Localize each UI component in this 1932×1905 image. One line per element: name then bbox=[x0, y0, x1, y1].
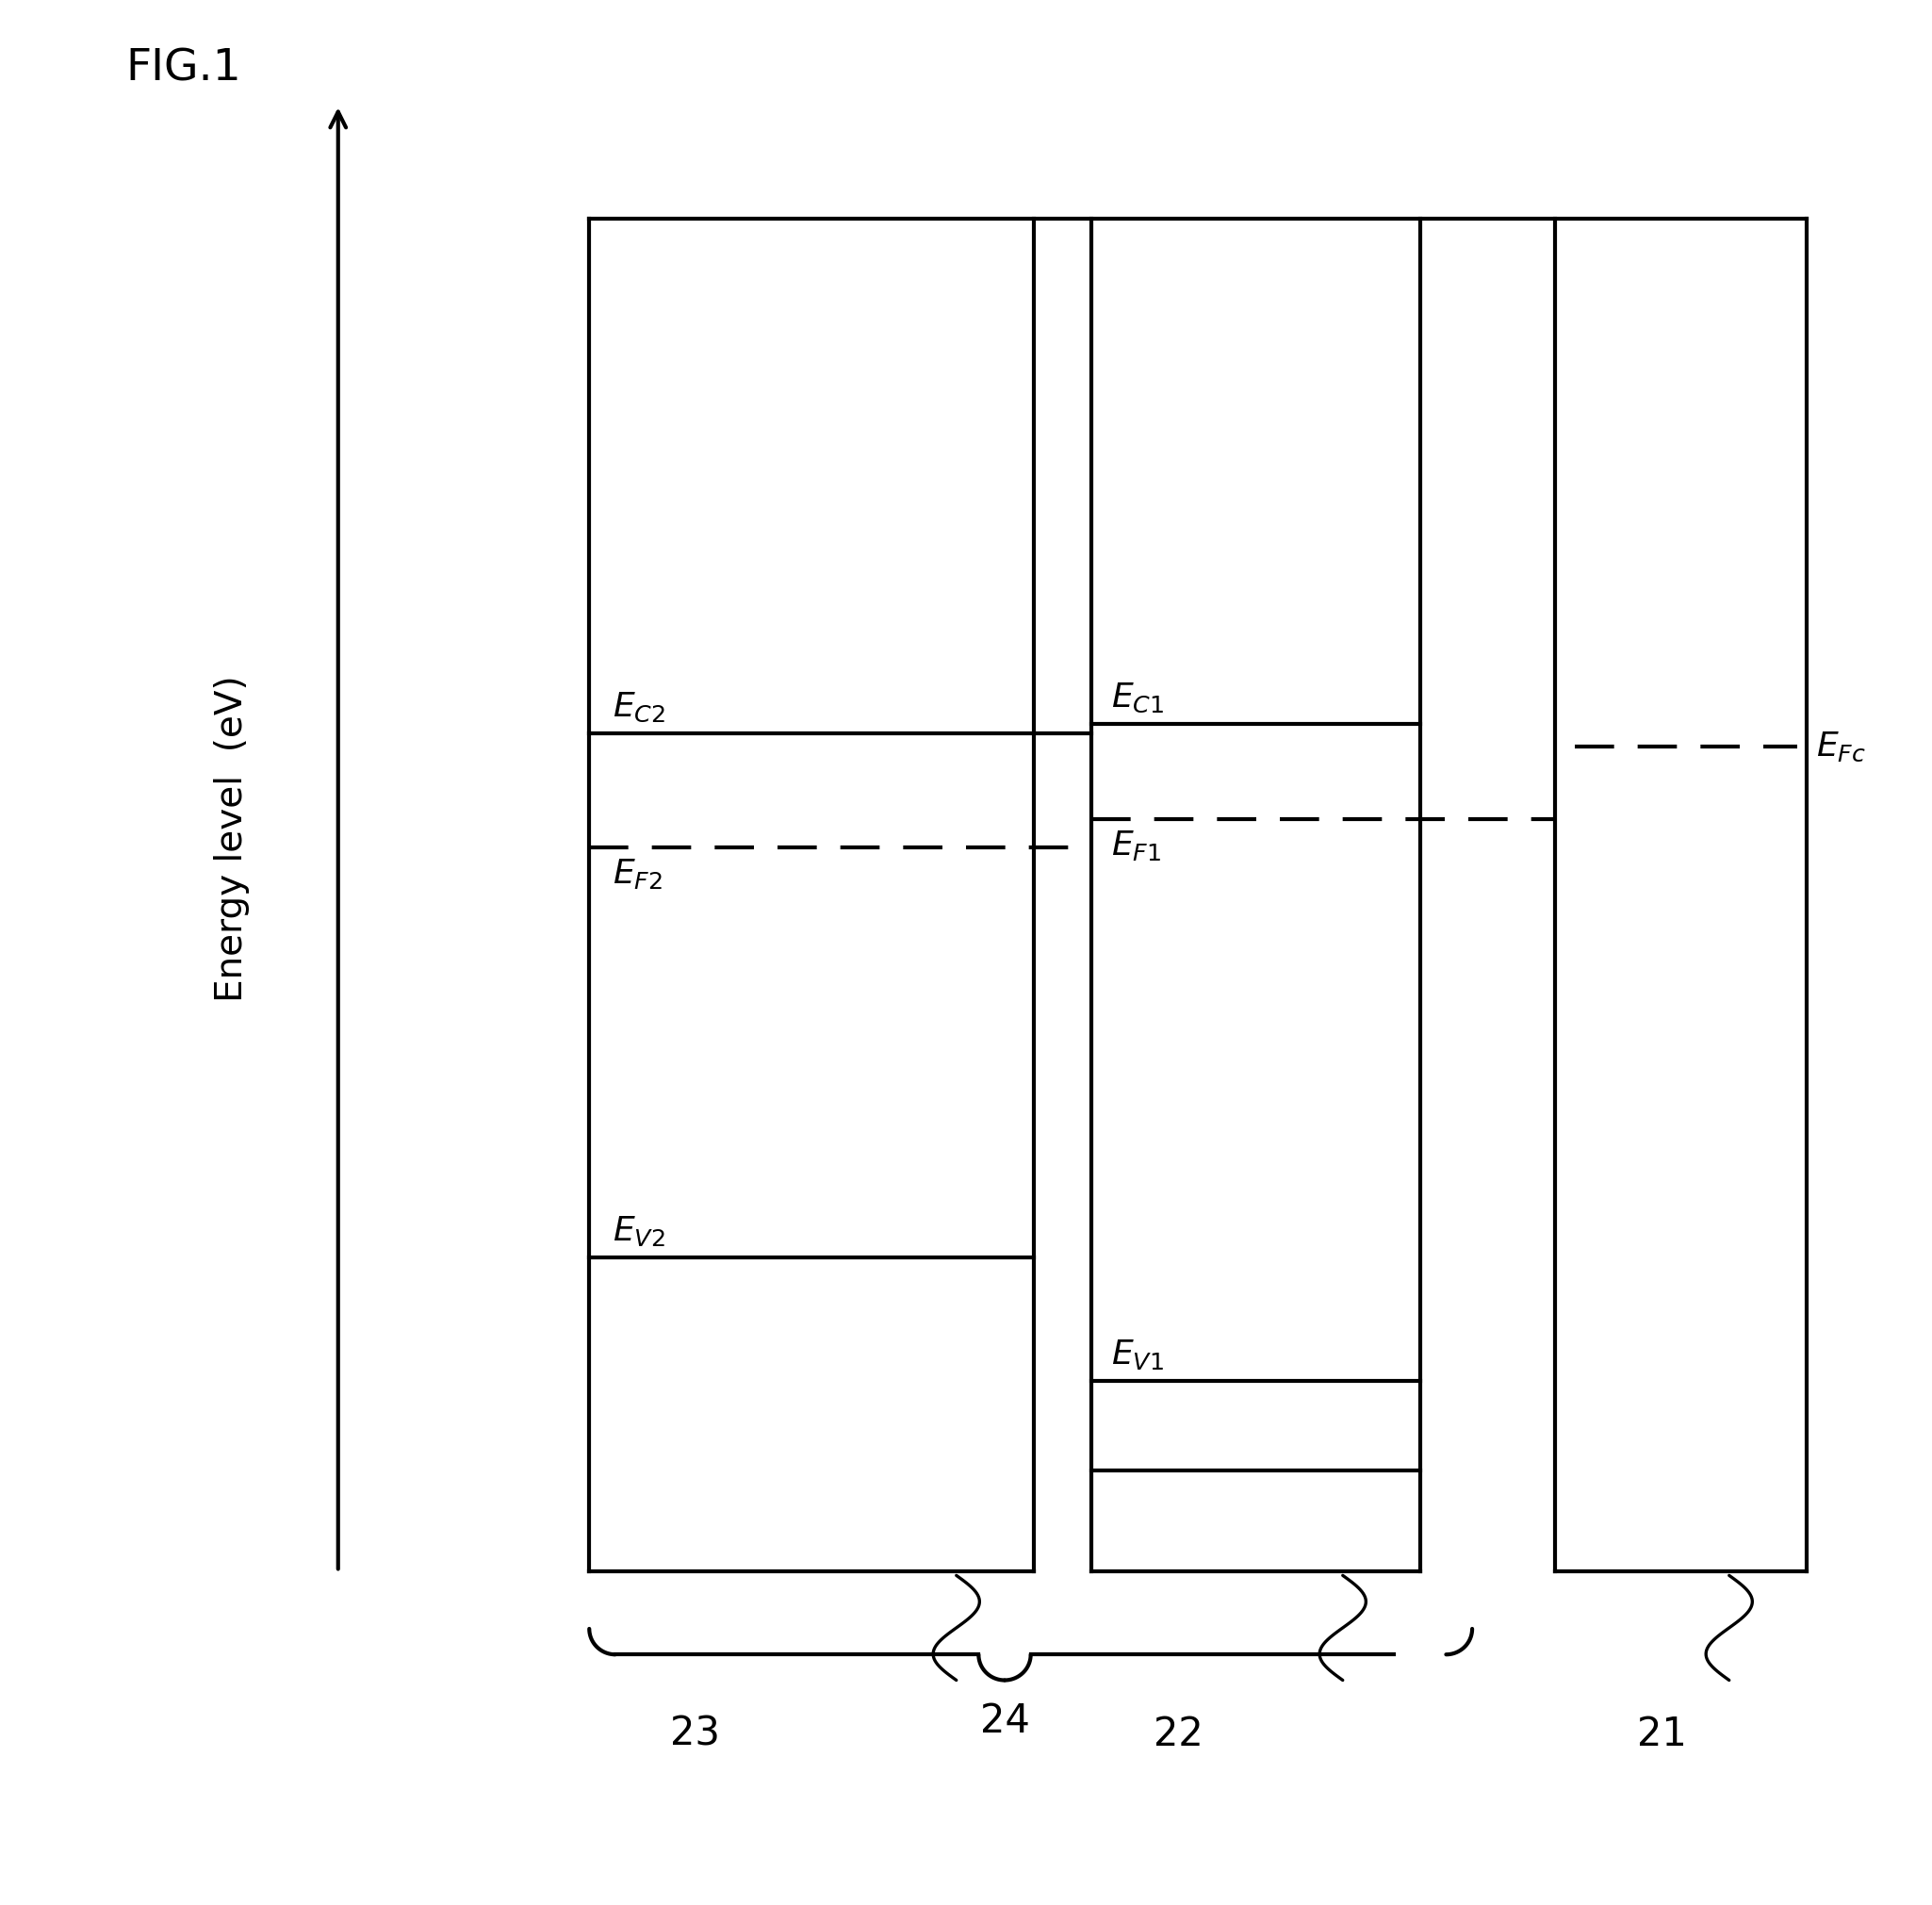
Text: $E_{C2}$: $E_{C2}$ bbox=[612, 692, 665, 724]
Text: $E_{V1}$: $E_{V1}$ bbox=[1111, 1337, 1163, 1372]
Text: $E_{F2}$: $E_{F2}$ bbox=[612, 857, 663, 892]
Text: 22: 22 bbox=[1153, 1715, 1204, 1755]
Text: FIG.1: FIG.1 bbox=[126, 48, 242, 90]
Text: 23: 23 bbox=[670, 1715, 721, 1755]
Text: $E_{F1}$: $E_{F1}$ bbox=[1111, 829, 1161, 863]
Text: 24: 24 bbox=[980, 1701, 1030, 1741]
Text: $E_{C1}$: $E_{C1}$ bbox=[1111, 682, 1163, 714]
Text: 21: 21 bbox=[1636, 1715, 1687, 1755]
Text: $E_{Fc}$: $E_{Fc}$ bbox=[1816, 730, 1866, 764]
Text: $E_{V2}$: $E_{V2}$ bbox=[612, 1213, 665, 1248]
Text: Energy level  (eV): Energy level (eV) bbox=[214, 674, 249, 1002]
